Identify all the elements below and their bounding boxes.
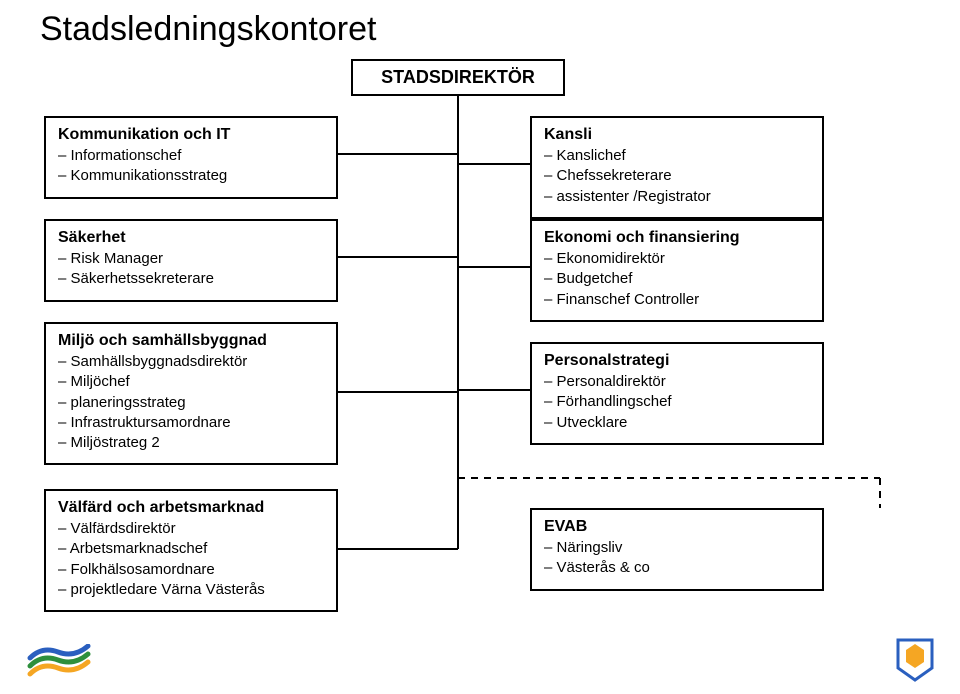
list-item: Miljöchef: [58, 372, 324, 392]
list-item: Risk Manager: [58, 249, 324, 269]
box-title: Ekonomi och finansiering: [544, 229, 810, 247]
list-item: Kommunikationsstrateg: [58, 166, 324, 186]
box-ekonomi: Ekonomi och finansiering Ekonomidirektör…: [530, 219, 824, 322]
list-item: Infrastruktursamordnare: [58, 413, 324, 433]
stadsdirektor-box: STADSDIREKTÖR: [351, 59, 565, 96]
box-evab: EVAB Näringsliv Västerås & co: [530, 508, 824, 591]
item-list: Personaldirektör Förhandlingschef Utveck…: [544, 372, 810, 433]
list-item: Informationschef: [58, 146, 324, 166]
box-title: Säkerhet: [58, 229, 324, 247]
item-list: Näringsliv Västerås & co: [544, 538, 810, 579]
item-list: Ekonomidirektör Budgetchef Finanschef Co…: [544, 249, 810, 310]
list-item: Förhandlingschef: [544, 392, 810, 412]
box-kommunikation: Kommunikation och IT Informationschef Ko…: [44, 116, 338, 199]
box-title: Personalstrategi: [544, 352, 810, 370]
list-item: Samhällsbyggnadsdirektör: [58, 352, 324, 372]
list-item: planeringsstrateg: [58, 393, 324, 413]
box-sakerhet: Säkerhet Risk Manager Säkerhetssekretera…: [44, 219, 338, 302]
box-valfard: Välfärd och arbetsmarknad Välfärdsdirekt…: [44, 489, 338, 612]
list-item: Utvecklare: [544, 413, 810, 433]
logo-left-icon: [24, 644, 94, 684]
list-item: Kanslichef: [544, 146, 810, 166]
list-item: Ekonomidirektör: [544, 249, 810, 269]
item-list: Kanslichef Chefssekreterare assistenter …: [544, 146, 810, 207]
box-title: Kansli: [544, 126, 810, 144]
footer: [0, 640, 960, 688]
list-item: Personaldirektör: [544, 372, 810, 392]
item-list: Risk Manager Säkerhetssekreterare: [58, 249, 324, 290]
list-item: Miljöstrateg 2: [58, 433, 324, 453]
stadsdirektor-label: STADSDIREKTÖR: [381, 67, 535, 87]
list-item: Finanschef Controller: [544, 290, 810, 310]
list-item: Chefssekreterare: [544, 166, 810, 186]
list-item: Västerås & co: [544, 558, 810, 578]
box-miljo: Miljö och samhällsbyggnad Samhällsbyggna…: [44, 322, 338, 465]
logo-right-icon: [894, 636, 936, 684]
list-item: projektledare Värna Västerås: [58, 580, 324, 600]
list-item: Säkerhetssekreterare: [58, 269, 324, 289]
list-item: Arbetsmarknadschef: [58, 539, 324, 559]
box-title: EVAB: [544, 518, 810, 536]
list-item: assistenter /Registrator: [544, 187, 810, 207]
box-title: Välfärd och arbetsmarknad: [58, 499, 324, 517]
list-item: Folkhälsosamordnare: [58, 560, 324, 580]
box-kansli: Kansli Kanslichef Chefssekreterare assis…: [530, 116, 824, 219]
list-item: Budgetchef: [544, 269, 810, 289]
list-item: Välfärdsdirektör: [58, 519, 324, 539]
box-title: Miljö och samhällsbyggnad: [58, 332, 324, 350]
box-personal: Personalstrategi Personaldirektör Förhan…: [530, 342, 824, 445]
page-title: Stadsledningskontoret: [40, 10, 376, 49]
item-list: Välfärdsdirektör Arbetsmarknadschef Folk…: [58, 519, 324, 600]
item-list: Samhällsbyggnadsdirektör Miljöchef plane…: [58, 352, 324, 453]
item-list: Informationschef Kommunikationsstrateg: [58, 146, 324, 187]
box-title: Kommunikation och IT: [58, 126, 324, 144]
list-item: Näringsliv: [544, 538, 810, 558]
